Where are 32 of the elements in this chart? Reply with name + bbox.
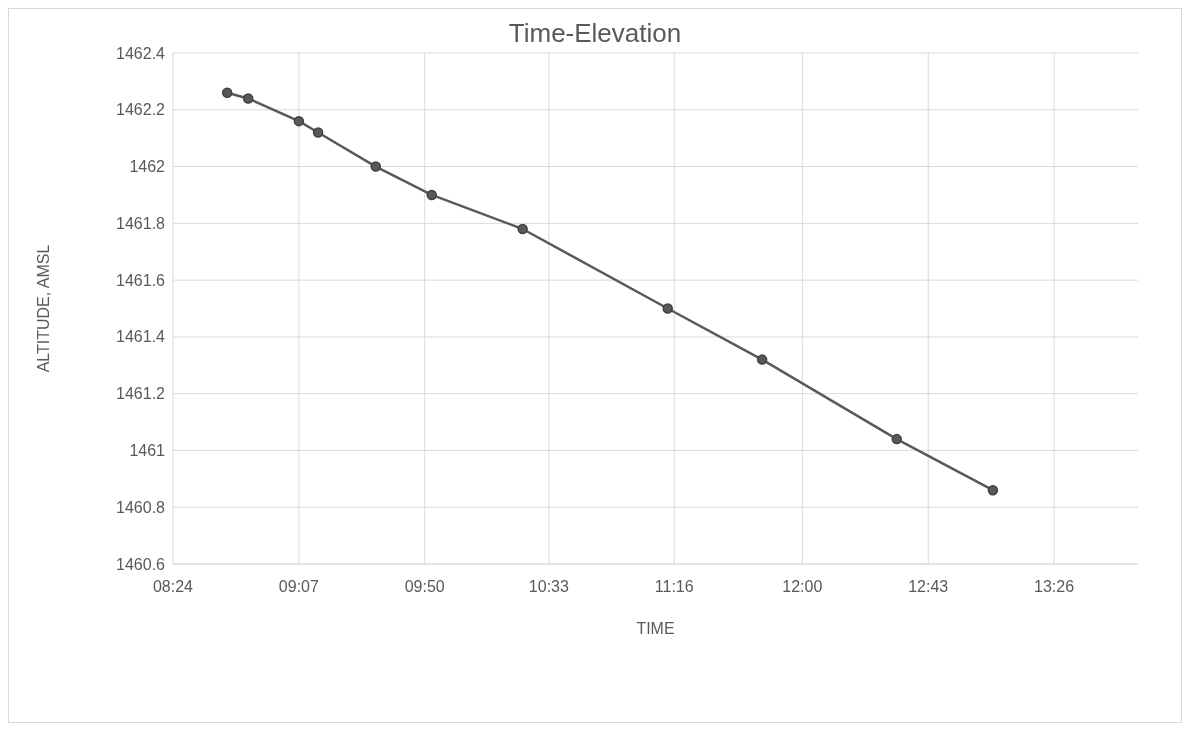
x-tick-label: 12:43 <box>908 578 949 595</box>
x-tick-label: 09:07 <box>278 578 319 595</box>
x-tick-label: 09:50 <box>404 578 445 595</box>
x-tick-label: 10:33 <box>528 578 569 595</box>
chart-title: Time-Elevation <box>508 18 682 48</box>
x-tick-label: 13:26 <box>1034 578 1075 595</box>
y-tick-label: 1460.8 <box>116 498 166 516</box>
x-tick-label: 08:24 <box>152 578 194 595</box>
y-axis-title: ALTITUDE, AMSL <box>35 244 52 373</box>
point <box>517 223 528 235</box>
y-tick-label: 1462 <box>129 158 166 176</box>
point <box>293 115 305 127</box>
x-axis-title: TIME <box>636 620 675 637</box>
point <box>987 484 999 496</box>
y-tick-label: 1462.2 <box>116 101 166 119</box>
y-tick-label: 1461.6 <box>116 271 166 289</box>
y-tick-label: 1461 <box>129 442 166 460</box>
point <box>242 93 254 104</box>
point <box>370 161 382 172</box>
point <box>426 189 437 201</box>
point <box>221 87 233 98</box>
y-tick-label: 1462.4 <box>116 44 166 62</box>
x-tick-label: 12:00 <box>782 578 823 595</box>
point <box>756 354 768 365</box>
y-tick-label: 1461.4 <box>116 328 166 346</box>
y-tick-label: 1460.6 <box>116 555 166 573</box>
y-tick-label: 1461.2 <box>116 385 166 403</box>
point <box>312 127 324 138</box>
point <box>891 433 902 445</box>
x-tick-label: 11:16 <box>654 578 694 595</box>
point <box>662 303 673 314</box>
y-tick-label: 1461.8 <box>116 214 166 232</box>
